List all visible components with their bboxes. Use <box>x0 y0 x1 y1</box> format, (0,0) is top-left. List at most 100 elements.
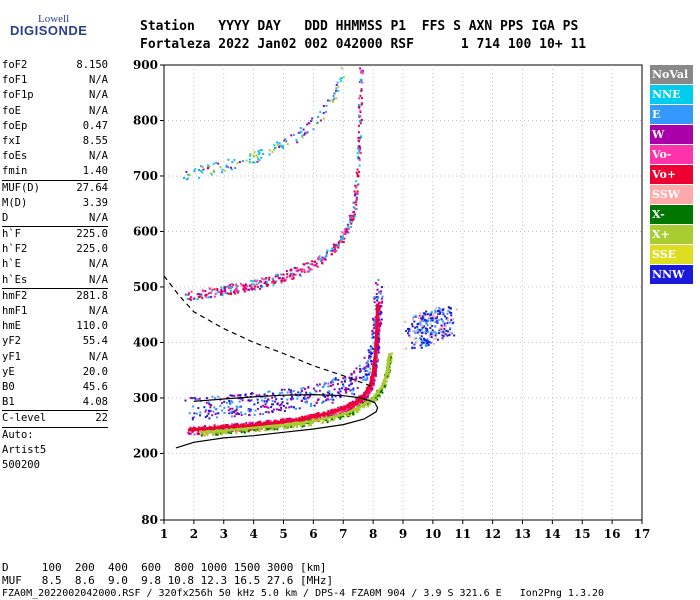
echo-point <box>366 369 369 372</box>
echo-point <box>371 352 374 355</box>
echo-point <box>444 315 447 318</box>
echo-point <box>226 424 229 427</box>
echo-point <box>313 389 316 392</box>
echo-point <box>191 416 194 419</box>
echo-point <box>434 334 437 337</box>
echo-point <box>286 143 289 146</box>
echo-point <box>250 287 253 290</box>
echo-point <box>356 175 359 178</box>
echo-point <box>434 317 437 320</box>
echo-point <box>350 215 353 218</box>
echo-point <box>280 406 283 409</box>
echo-point <box>254 428 257 431</box>
echo-point <box>347 414 350 417</box>
x-tick-label: 8 <box>369 527 377 541</box>
echo-point <box>310 119 313 122</box>
echo-point <box>286 398 289 401</box>
echo-point <box>366 396 369 399</box>
echo-point <box>371 329 374 332</box>
echo-point <box>243 285 246 288</box>
echo-point <box>212 162 215 165</box>
echo-point <box>309 263 312 266</box>
echo-point <box>221 424 224 427</box>
echo-point <box>341 231 344 234</box>
echo-point <box>250 283 253 286</box>
echo-point <box>215 161 218 164</box>
echo-point <box>234 409 237 412</box>
header-line-2: Fortaleza 2022 Jan02 002 042000 RSF 1 71… <box>140 37 587 52</box>
echo-point <box>450 312 453 315</box>
echo-point <box>206 414 209 417</box>
echo-point <box>364 373 367 376</box>
echo-point <box>207 412 210 415</box>
echo-point <box>266 427 269 430</box>
echo-point <box>290 405 293 408</box>
echo-point <box>426 328 429 331</box>
echo-point <box>376 350 379 353</box>
echo-point <box>360 102 363 105</box>
param-value: 8.150 <box>76 59 108 71</box>
echo-point <box>283 388 286 391</box>
echo-point <box>363 405 366 408</box>
echo-point <box>325 399 328 402</box>
param-value: N/A <box>89 211 108 224</box>
echo-point <box>259 149 262 152</box>
echo-point <box>267 411 270 414</box>
echo-point <box>345 407 348 410</box>
echo-point <box>211 414 214 417</box>
echo-point <box>375 357 378 360</box>
echo-point <box>353 378 356 381</box>
echo-point <box>256 279 259 282</box>
echo-point <box>358 364 361 367</box>
param-value: 3.39 <box>82 196 108 209</box>
echo-point <box>255 430 258 433</box>
echo-point <box>327 415 330 418</box>
echo-point <box>352 411 355 414</box>
echo-point <box>350 214 353 217</box>
echo-point <box>275 408 278 411</box>
echo-point <box>297 131 300 134</box>
echo-point <box>208 292 211 295</box>
echo-point <box>216 288 219 291</box>
echo-point <box>335 83 338 86</box>
echo-point <box>417 329 420 332</box>
echo-point <box>307 418 310 421</box>
echo-point <box>290 390 293 393</box>
echo-point <box>253 403 256 406</box>
echo-point <box>262 404 265 407</box>
echo-point <box>426 329 429 332</box>
echo-point <box>378 395 381 398</box>
echo-point <box>333 92 336 95</box>
echo-point <box>404 320 407 323</box>
echo-point <box>441 328 444 331</box>
scaled-row: foEp 0.47 <box>2 119 108 134</box>
echo-point <box>335 89 338 92</box>
echo-point <box>369 390 372 393</box>
echo-point <box>368 402 371 405</box>
echo-point <box>221 294 224 297</box>
echo-point <box>352 201 355 204</box>
echo-point <box>426 313 429 316</box>
echo-point <box>371 337 374 340</box>
echo-point <box>231 285 234 288</box>
echo-point <box>446 330 449 333</box>
echo-point <box>356 386 359 389</box>
echo-point <box>252 161 255 164</box>
echo-point <box>331 100 334 103</box>
echo-point <box>207 296 210 299</box>
echo-point <box>208 165 211 168</box>
echo-point <box>235 431 238 434</box>
param-name: h`F2 <box>2 243 28 256</box>
echo-point <box>269 419 272 422</box>
legend-entry-vo: Vo+ <box>650 165 693 185</box>
echo-point <box>337 378 340 381</box>
echo-point <box>263 400 266 403</box>
echo-point <box>379 391 382 394</box>
echo-point <box>288 388 291 391</box>
echo-point <box>365 378 368 381</box>
echo-point <box>348 217 351 220</box>
echo-point <box>365 362 368 365</box>
echo-point <box>268 427 271 430</box>
echo-point <box>189 396 192 399</box>
echo-point <box>438 332 441 335</box>
